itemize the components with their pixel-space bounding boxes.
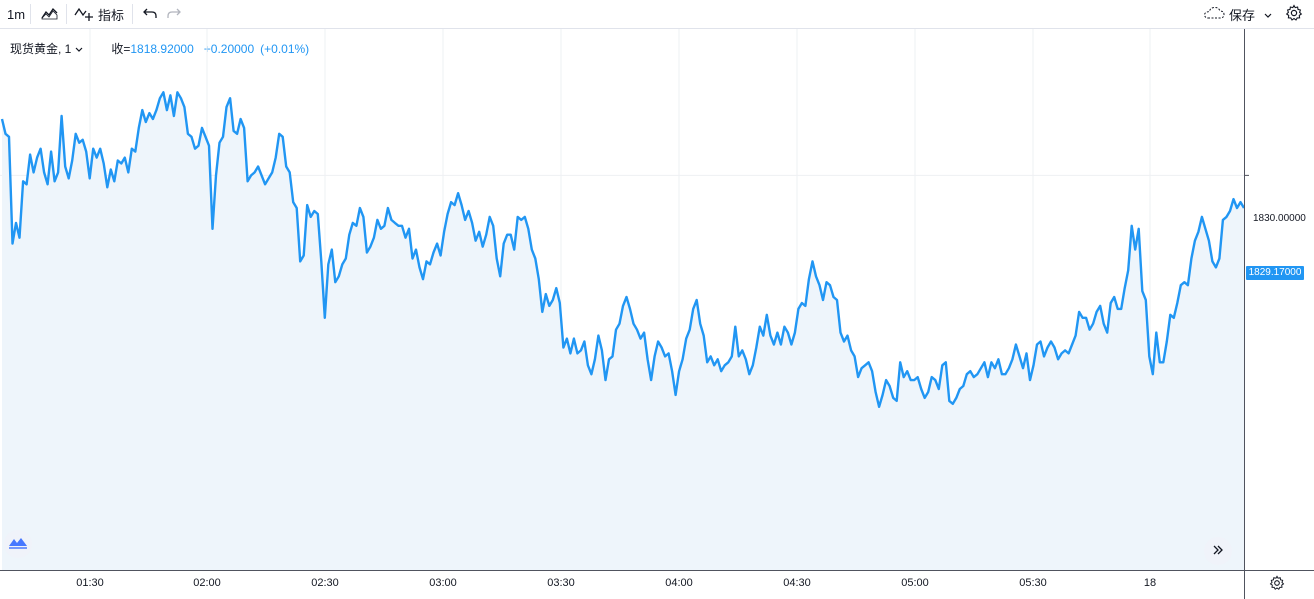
bar-style-button[interactable] (40, 5, 60, 23)
scroll-to-realtime-button[interactable] (1204, 537, 1232, 565)
x-tick-label: 05:30 (1019, 577, 1047, 589)
x-tick-label: 18 (1143, 577, 1157, 589)
symbol-name[interactable]: 现货黄金, 1 (10, 42, 72, 56)
x-tick-label: 04:00 (665, 577, 693, 589)
toolbar-divider (132, 4, 133, 24)
toolbar-divider (30, 4, 31, 24)
x-tick-label: 03:30 (547, 577, 575, 589)
settings-button[interactable] (1285, 3, 1303, 25)
redo-button[interactable] (166, 5, 182, 23)
indicators-label: 指标 (98, 7, 125, 23)
double-chevron-right-icon (1212, 542, 1224, 560)
close-label: 收= (111, 42, 131, 56)
save-menu-toggle[interactable] (1264, 5, 1272, 23)
price-line (0, 91, 1246, 408)
save-button[interactable]: 保存 (1203, 5, 1255, 23)
redo-icon (166, 6, 182, 23)
interval-button[interactable]: 1m (7, 5, 25, 23)
close-value: 1818.92000 (130, 41, 194, 56)
mountain-icon (8, 535, 28, 554)
indicators-button[interactable]: 指标 (74, 5, 124, 23)
interval-label: 1m (7, 6, 26, 22)
settings-icon (1269, 575, 1285, 595)
x-tick-label: 01:30 (76, 577, 104, 589)
x-tick-label: 02:30 (311, 577, 339, 589)
settings-icon (1285, 3, 1303, 25)
axis-settings-button[interactable] (1269, 575, 1285, 596)
last-price-tag: 1829.17000 (1246, 266, 1304, 280)
chart-legend: 现货黄金, 1 收= 1818.92000 +0.20000 (+0.01%) (10, 40, 309, 57)
chart-logo-button[interactable] (4, 530, 32, 558)
change-percent: (+0.01%) (260, 41, 310, 56)
undo-icon (142, 6, 158, 23)
bar-style-icon (40, 5, 60, 24)
price-area-fill (2, 92, 1244, 571)
top-toolbar: 1m 指标 保存 (0, 0, 1314, 28)
save-label: 保存 (1229, 7, 1256, 23)
x-tick-label: 02:00 (193, 577, 221, 589)
toolbar-divider (66, 4, 67, 24)
x-tick-label: 05:00 (901, 577, 929, 589)
price-scale-label: 1830.00000 (1253, 213, 1306, 224)
change-value: +0.20000 (203, 41, 255, 56)
x-tick-label: 03:00 (429, 577, 457, 589)
chevron-down-icon (1264, 7, 1272, 22)
undo-button[interactable] (142, 5, 158, 23)
indicators-icon (74, 5, 94, 24)
x-tick-label: 04:30 (783, 577, 811, 589)
chevron-down-icon[interactable] (75, 42, 83, 56)
cloud-icon (1203, 6, 1225, 23)
